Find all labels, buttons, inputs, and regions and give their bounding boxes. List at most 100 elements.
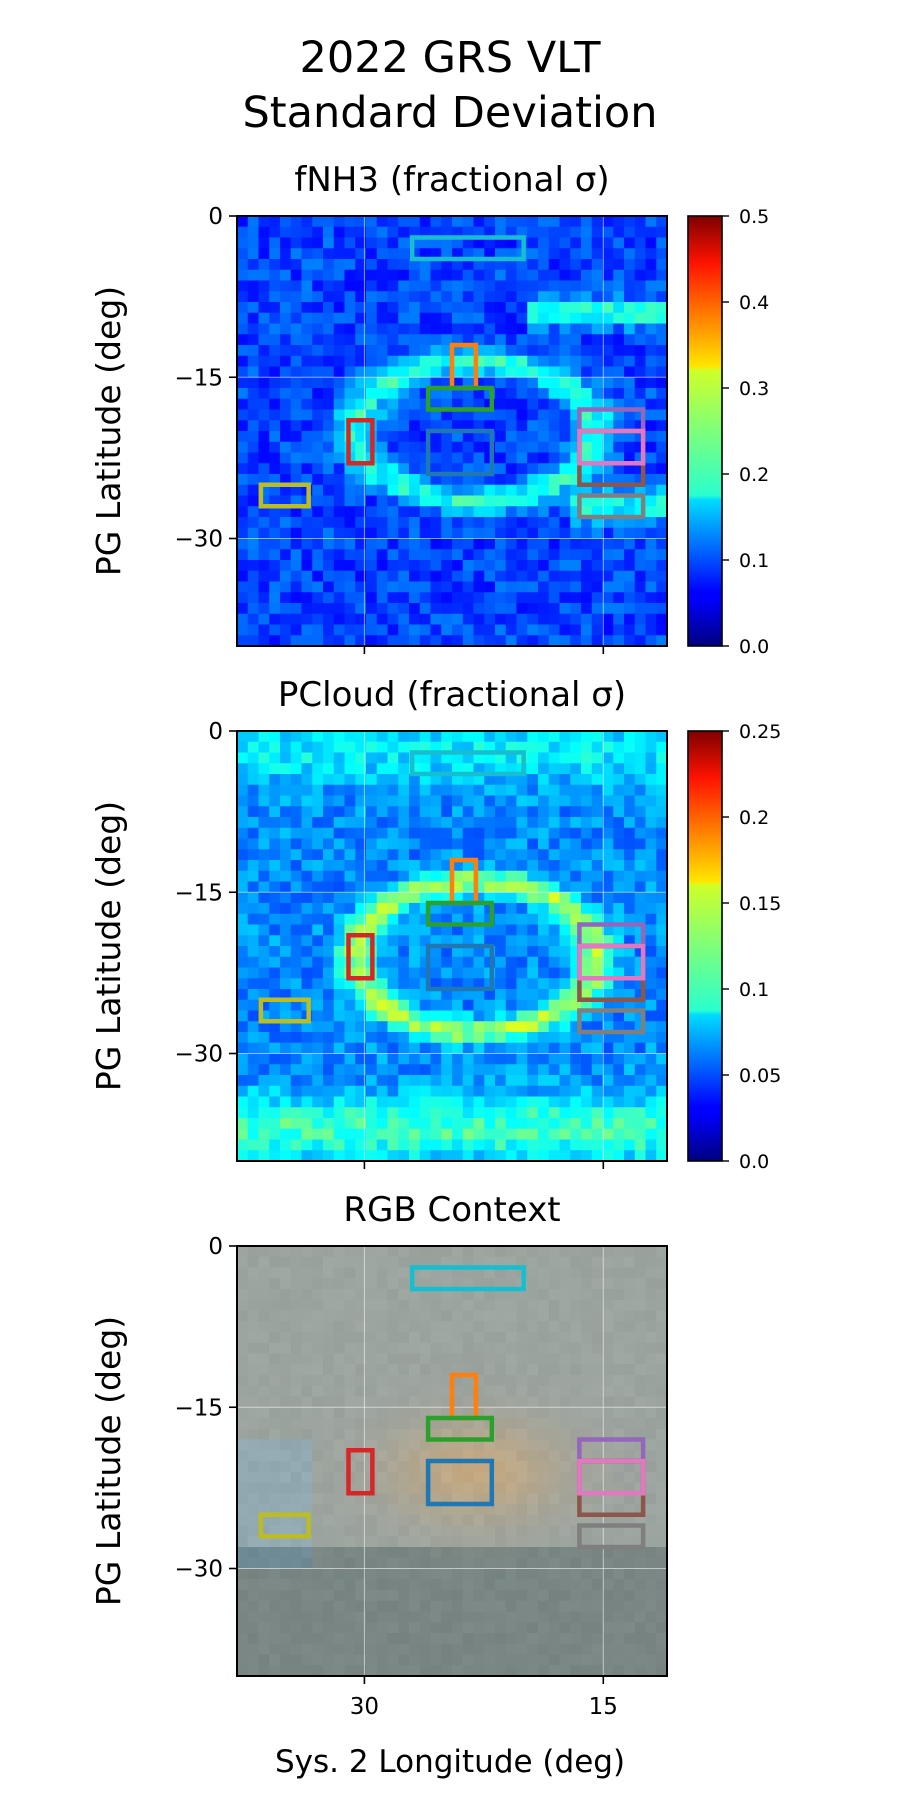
heatmap-cell bbox=[516, 1289, 528, 1301]
heatmap-cell bbox=[462, 248, 475, 260]
heatmap-cell bbox=[269, 795, 281, 807]
heatmap-cell bbox=[505, 1310, 518, 1322]
heatmap-cell bbox=[473, 1332, 485, 1344]
heatmap-cell bbox=[602, 420, 614, 432]
heatmap-cell bbox=[258, 1364, 270, 1376]
heatmap-cell bbox=[495, 334, 507, 346]
heatmap-cell bbox=[430, 1568, 442, 1580]
heatmap-cell bbox=[409, 1471, 421, 1484]
heatmap-cell bbox=[462, 1342, 475, 1355]
heatmap-cell bbox=[355, 549, 367, 561]
heatmap-cell bbox=[301, 237, 313, 249]
heatmap-cell bbox=[333, 388, 346, 400]
heatmap-cell bbox=[634, 1643, 647, 1656]
heatmap-cell bbox=[430, 1364, 442, 1376]
heatmap-cell bbox=[366, 603, 378, 615]
heatmap-cell bbox=[581, 323, 593, 335]
heatmap-cell bbox=[280, 741, 292, 754]
heatmap-cell bbox=[269, 1289, 281, 1301]
heatmap-cell bbox=[527, 280, 539, 292]
heatmap-cell bbox=[452, 248, 464, 260]
heatmap-cell bbox=[280, 795, 292, 807]
heatmap-cell bbox=[602, 1482, 614, 1494]
heatmap-cell bbox=[312, 1064, 324, 1076]
heatmap-cell bbox=[419, 1600, 432, 1613]
heatmap-cell bbox=[495, 1504, 507, 1516]
heatmap-cell bbox=[333, 1321, 346, 1333]
heatmap-cell bbox=[516, 1021, 528, 1033]
heatmap-cell bbox=[441, 1461, 453, 1473]
heatmap-cell bbox=[634, 1107, 647, 1119]
heatmap-cell bbox=[527, 248, 539, 260]
heatmap-cell bbox=[645, 1321, 657, 1333]
heatmap-cell bbox=[376, 1246, 389, 1258]
colorbar-tick-label: 0.15 bbox=[739, 893, 781, 915]
panel-title: PCloud (fractional σ) bbox=[278, 675, 626, 715]
heatmap-cell bbox=[645, 1118, 657, 1130]
region-box bbox=[425, 943, 495, 992]
heatmap-cell bbox=[301, 1021, 313, 1033]
heatmap-cell bbox=[237, 784, 249, 797]
heatmap-cell bbox=[387, 302, 399, 314]
heatmap-cell bbox=[559, 216, 571, 228]
heatmap-cell bbox=[559, 1407, 571, 1419]
heatmap-cell bbox=[624, 1139, 636, 1151]
heatmap-cell bbox=[290, 881, 303, 893]
heatmap-cell bbox=[570, 226, 582, 239]
heatmap-cell bbox=[462, 409, 475, 421]
heatmap-cell bbox=[280, 291, 292, 303]
heatmap-cell bbox=[516, 1064, 528, 1076]
heatmap-cell bbox=[495, 1310, 507, 1322]
heatmap-cell bbox=[355, 1353, 367, 1365]
heatmap-cell bbox=[559, 1547, 571, 1559]
heatmap-cell bbox=[495, 635, 507, 647]
heatmap-cell bbox=[333, 989, 346, 1001]
heatmap-cell bbox=[301, 1450, 313, 1462]
heatmap-cell bbox=[516, 806, 528, 818]
heatmap-cell bbox=[376, 484, 389, 497]
heatmap-cell bbox=[516, 795, 528, 807]
heatmap-cell bbox=[247, 827, 260, 840]
heatmap-cell bbox=[602, 1611, 614, 1623]
heatmap-cell bbox=[656, 1385, 668, 1398]
heatmap-cell bbox=[516, 1407, 528, 1419]
heatmap-cell bbox=[613, 237, 625, 249]
heatmap-cell bbox=[516, 560, 528, 572]
heatmap-cell bbox=[355, 1385, 367, 1398]
heatmap-cell bbox=[570, 1654, 582, 1666]
heatmap-cell bbox=[516, 838, 528, 850]
heatmap-cell bbox=[333, 806, 346, 818]
heatmap-cell bbox=[645, 570, 657, 583]
heatmap-cell bbox=[473, 1633, 485, 1645]
heatmap-cell bbox=[258, 1267, 270, 1279]
heatmap-cell bbox=[301, 366, 313, 378]
heatmap-cell bbox=[333, 1053, 346, 1065]
heatmap-cell bbox=[355, 1611, 367, 1623]
heatmap-cell bbox=[376, 999, 389, 1012]
heatmap-cell bbox=[387, 1643, 399, 1656]
heatmap-cell bbox=[441, 226, 453, 239]
heatmap-cell bbox=[581, 892, 593, 904]
heatmap-cell bbox=[538, 1504, 550, 1516]
heatmap-cell bbox=[602, 967, 614, 979]
heatmap-cell bbox=[602, 452, 614, 464]
heatmap-cell bbox=[376, 1375, 389, 1387]
heatmap-cell bbox=[570, 1557, 582, 1570]
heatmap-cell bbox=[548, 1267, 561, 1279]
heatmap-cell bbox=[473, 763, 485, 775]
heatmap-cell bbox=[495, 1396, 507, 1408]
heatmap-cell bbox=[366, 741, 378, 754]
heatmap-cell bbox=[333, 1514, 346, 1527]
heatmap-cell bbox=[613, 366, 625, 378]
heatmap-cell bbox=[634, 1128, 647, 1141]
heatmap-cell bbox=[473, 1600, 485, 1613]
heatmap-cell bbox=[290, 517, 303, 529]
heatmap-cell bbox=[505, 1299, 518, 1312]
heatmap-cell bbox=[634, 570, 647, 583]
heatmap-cell bbox=[247, 323, 260, 335]
heatmap-cell bbox=[258, 903, 270, 915]
heatmap-cell bbox=[430, 731, 442, 743]
heatmap-cell bbox=[548, 1600, 561, 1613]
heatmap-cell bbox=[473, 1514, 485, 1527]
heatmap-cell bbox=[247, 731, 260, 743]
